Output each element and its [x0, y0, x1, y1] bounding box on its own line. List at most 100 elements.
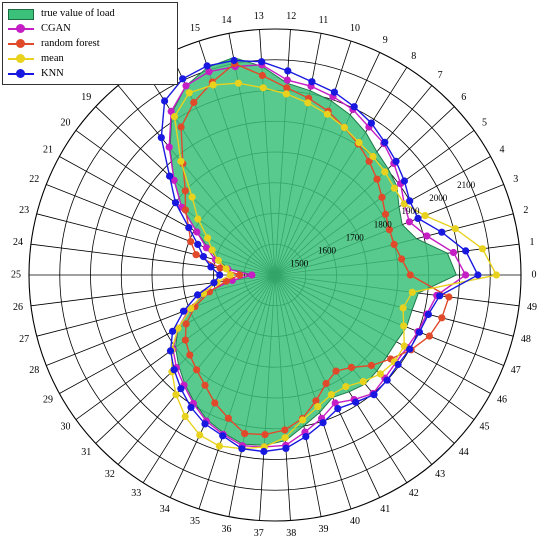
data-point — [188, 193, 196, 201]
angle-tick-label: 42 — [409, 488, 419, 499]
angle-tick-label: 6 — [461, 92, 466, 103]
data-point — [193, 228, 201, 236]
data-point — [194, 240, 202, 248]
data-point — [211, 399, 219, 407]
angle-tick-label: 35 — [190, 516, 200, 527]
data-point — [201, 420, 209, 428]
angle-tick-label: 33 — [131, 488, 141, 499]
data-point — [322, 379, 330, 388]
data-point — [214, 256, 222, 265]
angle-tick-label: 34 — [160, 504, 170, 515]
data-point — [492, 271, 500, 279]
data-point — [258, 71, 266, 80]
angle-tick-label: 24 — [13, 237, 23, 248]
data-point — [182, 320, 190, 328]
data-point — [224, 414, 232, 422]
data-point — [330, 88, 338, 96]
data-point — [281, 434, 289, 442]
data-point — [170, 366, 178, 374]
data-point — [185, 89, 193, 97]
data-point — [414, 214, 422, 222]
data-point — [204, 234, 212, 242]
angle-tick-label: 21 — [43, 145, 53, 156]
legend-label: true value of load — [41, 8, 115, 19]
data-point — [215, 442, 223, 450]
data-point — [182, 82, 190, 90]
data-point — [383, 376, 391, 384]
data-point — [179, 75, 187, 83]
data-point — [462, 247, 470, 255]
data-point — [312, 397, 320, 405]
angle-tick-label: 38 — [286, 528, 296, 539]
data-point — [323, 110, 331, 118]
angle-tick-label: 14 — [222, 15, 232, 26]
data-point — [406, 345, 414, 353]
data-point — [331, 399, 339, 407]
angle-tick-label: 15 — [190, 23, 200, 34]
data-point — [282, 90, 290, 98]
data-point — [283, 76, 291, 84]
data-point — [187, 403, 195, 411]
data-point — [170, 176, 178, 184]
data-point — [425, 332, 433, 340]
data-point — [365, 157, 373, 165]
data-point — [216, 271, 224, 279]
data-point — [449, 248, 458, 257]
legend-item-cgan: CGAN — [8, 21, 172, 36]
data-point — [179, 307, 188, 315]
data-point — [421, 212, 429, 220]
data-point — [157, 134, 165, 142]
data-point — [302, 433, 310, 441]
angle-tick-label: 48 — [521, 334, 531, 345]
data-point — [193, 366, 201, 374]
data-point — [171, 199, 180, 207]
data-point — [406, 271, 414, 279]
data-point — [373, 175, 381, 183]
angle-tick-label: 43 — [435, 469, 445, 480]
radial-tick-label: 1600 — [318, 246, 337, 256]
data-point — [381, 210, 390, 218]
data-point — [241, 430, 249, 438]
data-point — [196, 431, 204, 439]
data-point — [445, 293, 453, 301]
data-point — [355, 139, 363, 147]
legend: true value of load CGAN random forest me… — [2, 2, 178, 85]
data-point — [205, 68, 213, 76]
data-point — [161, 97, 169, 105]
data-point — [400, 322, 408, 330]
data-point — [400, 200, 408, 208]
angle-tick-label: 30 — [61, 422, 71, 433]
radial-tick-label: 1700 — [346, 232, 365, 242]
legend-swatch-line — [8, 53, 34, 65]
data-point — [438, 314, 446, 322]
data-point — [478, 245, 487, 253]
data-point — [385, 226, 393, 234]
data-point — [236, 271, 244, 279]
angle-tick-label: 3 — [513, 174, 518, 185]
data-point — [314, 403, 322, 411]
legend-item-knn: KNN — [8, 66, 172, 81]
radial-tick-label: 2100 — [457, 180, 476, 190]
angle-tick-label: 47 — [511, 365, 521, 376]
angle-tick-label: 13 — [254, 11, 264, 22]
radial-tick-labels: 1500 1600 1700 1800 1900 2000 2100 — [290, 180, 475, 269]
radial-tick-label: 2000 — [429, 193, 448, 203]
data-point — [381, 138, 389, 146]
legend-swatch-line — [8, 23, 34, 35]
angle-tick-label: 28 — [29, 365, 39, 376]
series-layer — [157, 56, 500, 456]
data-point — [408, 288, 416, 296]
data-point — [340, 123, 348, 132]
angle-tick-label: 2 — [523, 205, 528, 216]
data-point — [390, 240, 398, 248]
data-point — [334, 405, 342, 413]
data-point — [166, 172, 174, 180]
data-point — [378, 193, 386, 201]
angle-tick-label: 11 — [319, 15, 329, 26]
data-point — [181, 412, 189, 421]
data-point — [166, 347, 175, 355]
data-point — [381, 168, 389, 176]
data-point — [390, 184, 398, 192]
data-point — [399, 304, 407, 312]
angle-tick-label: 27 — [19, 334, 29, 345]
